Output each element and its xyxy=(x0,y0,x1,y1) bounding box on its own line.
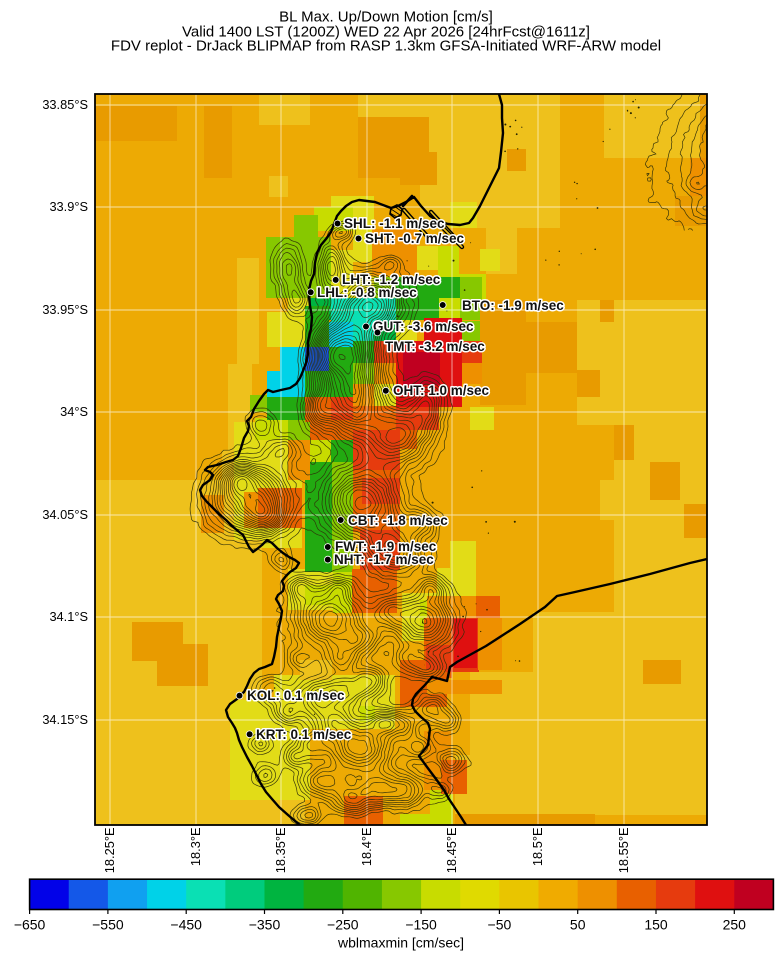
svg-text:CBT: -1.8 m/sec: CBT: -1.8 m/sec xyxy=(348,513,448,528)
svg-text:33.9°S: 33.9°S xyxy=(49,199,88,214)
svg-text:−50: −50 xyxy=(488,917,512,933)
svg-text:18.25°E: 18.25°E xyxy=(102,828,117,874)
svg-text:−350: −350 xyxy=(249,917,281,933)
svg-text:34°S: 34°S xyxy=(60,404,88,419)
svg-text:18.55°E: 18.55°E xyxy=(616,828,631,874)
svg-text:34.15°S: 34.15°S xyxy=(42,712,88,727)
svg-text:33.95°S: 33.95°S xyxy=(42,302,88,317)
svg-text:LHT: -1.2 m/sec: LHT: -1.2 m/sec xyxy=(342,272,441,287)
svg-text:TMT: -3.2 m/sec: TMT: -3.2 m/sec xyxy=(385,339,485,354)
svg-text:GUT: -3.6 m/sec: GUT: -3.6 m/sec xyxy=(373,319,474,334)
svg-text:−250: −250 xyxy=(327,917,359,933)
svg-text:LHL: -0.8 m/sec: LHL: -0.8 m/sec xyxy=(317,285,417,300)
svg-text:18.5°E: 18.5°E xyxy=(530,828,545,867)
svg-text:−550: −550 xyxy=(92,917,124,933)
svg-text:18.3°E: 18.3°E xyxy=(188,828,203,867)
svg-text:18.4°E: 18.4°E xyxy=(359,828,374,867)
svg-text:SHT: -0.7 m/sec: SHT: -0.7 m/sec xyxy=(365,231,465,246)
svg-text:33.85°S: 33.85°S xyxy=(42,97,88,112)
svg-text:18.35°E: 18.35°E xyxy=(273,828,288,874)
svg-text:OHT: 1.0 m/sec: OHT: 1.0 m/sec xyxy=(393,383,490,398)
svg-text:SHL: -1.1 m/sec: SHL: -1.1 m/sec xyxy=(344,216,445,231)
svg-text:NHT: -1.7 m/sec: NHT: -1.7 m/sec xyxy=(334,552,434,567)
svg-text:KOL: 0.1 m/sec: KOL: 0.1 m/sec xyxy=(247,688,345,703)
svg-text:34.05°S: 34.05°S xyxy=(42,507,88,522)
svg-text:50: 50 xyxy=(570,917,586,933)
svg-text:−650: −650 xyxy=(14,917,46,933)
svg-text:wblmaxmin [cm/sec]: wblmaxmin [cm/sec] xyxy=(337,935,464,951)
svg-text:FWT: -1.9 m/sec: FWT: -1.9 m/sec xyxy=(335,539,437,554)
svg-text:FDV replot - DrJack BLIPMAP fr: FDV replot - DrJack BLIPMAP from RASP 1.… xyxy=(111,38,661,55)
svg-text:250: 250 xyxy=(723,917,747,933)
svg-text:Valid 1400 LST (1200Z) WED 22: Valid 1400 LST (1200Z) WED 22 Apr 2026 [… xyxy=(182,23,590,40)
svg-text:34.1°S: 34.1°S xyxy=(49,609,88,624)
svg-text:BL Max. Up/Down Motion [cm/s]: BL Max. Up/Down Motion [cm/s] xyxy=(279,9,493,26)
svg-text:18.45°E: 18.45°E xyxy=(444,828,459,874)
svg-text:−150: −150 xyxy=(405,917,437,933)
svg-text:150: 150 xyxy=(644,917,668,933)
svg-text:KRT: 0.1 m/sec: KRT: 0.1 m/sec xyxy=(256,727,352,742)
svg-text:BTO: -1.9 m/sec: BTO: -1.9 m/sec xyxy=(462,298,564,313)
svg-text:−450: −450 xyxy=(170,917,202,933)
